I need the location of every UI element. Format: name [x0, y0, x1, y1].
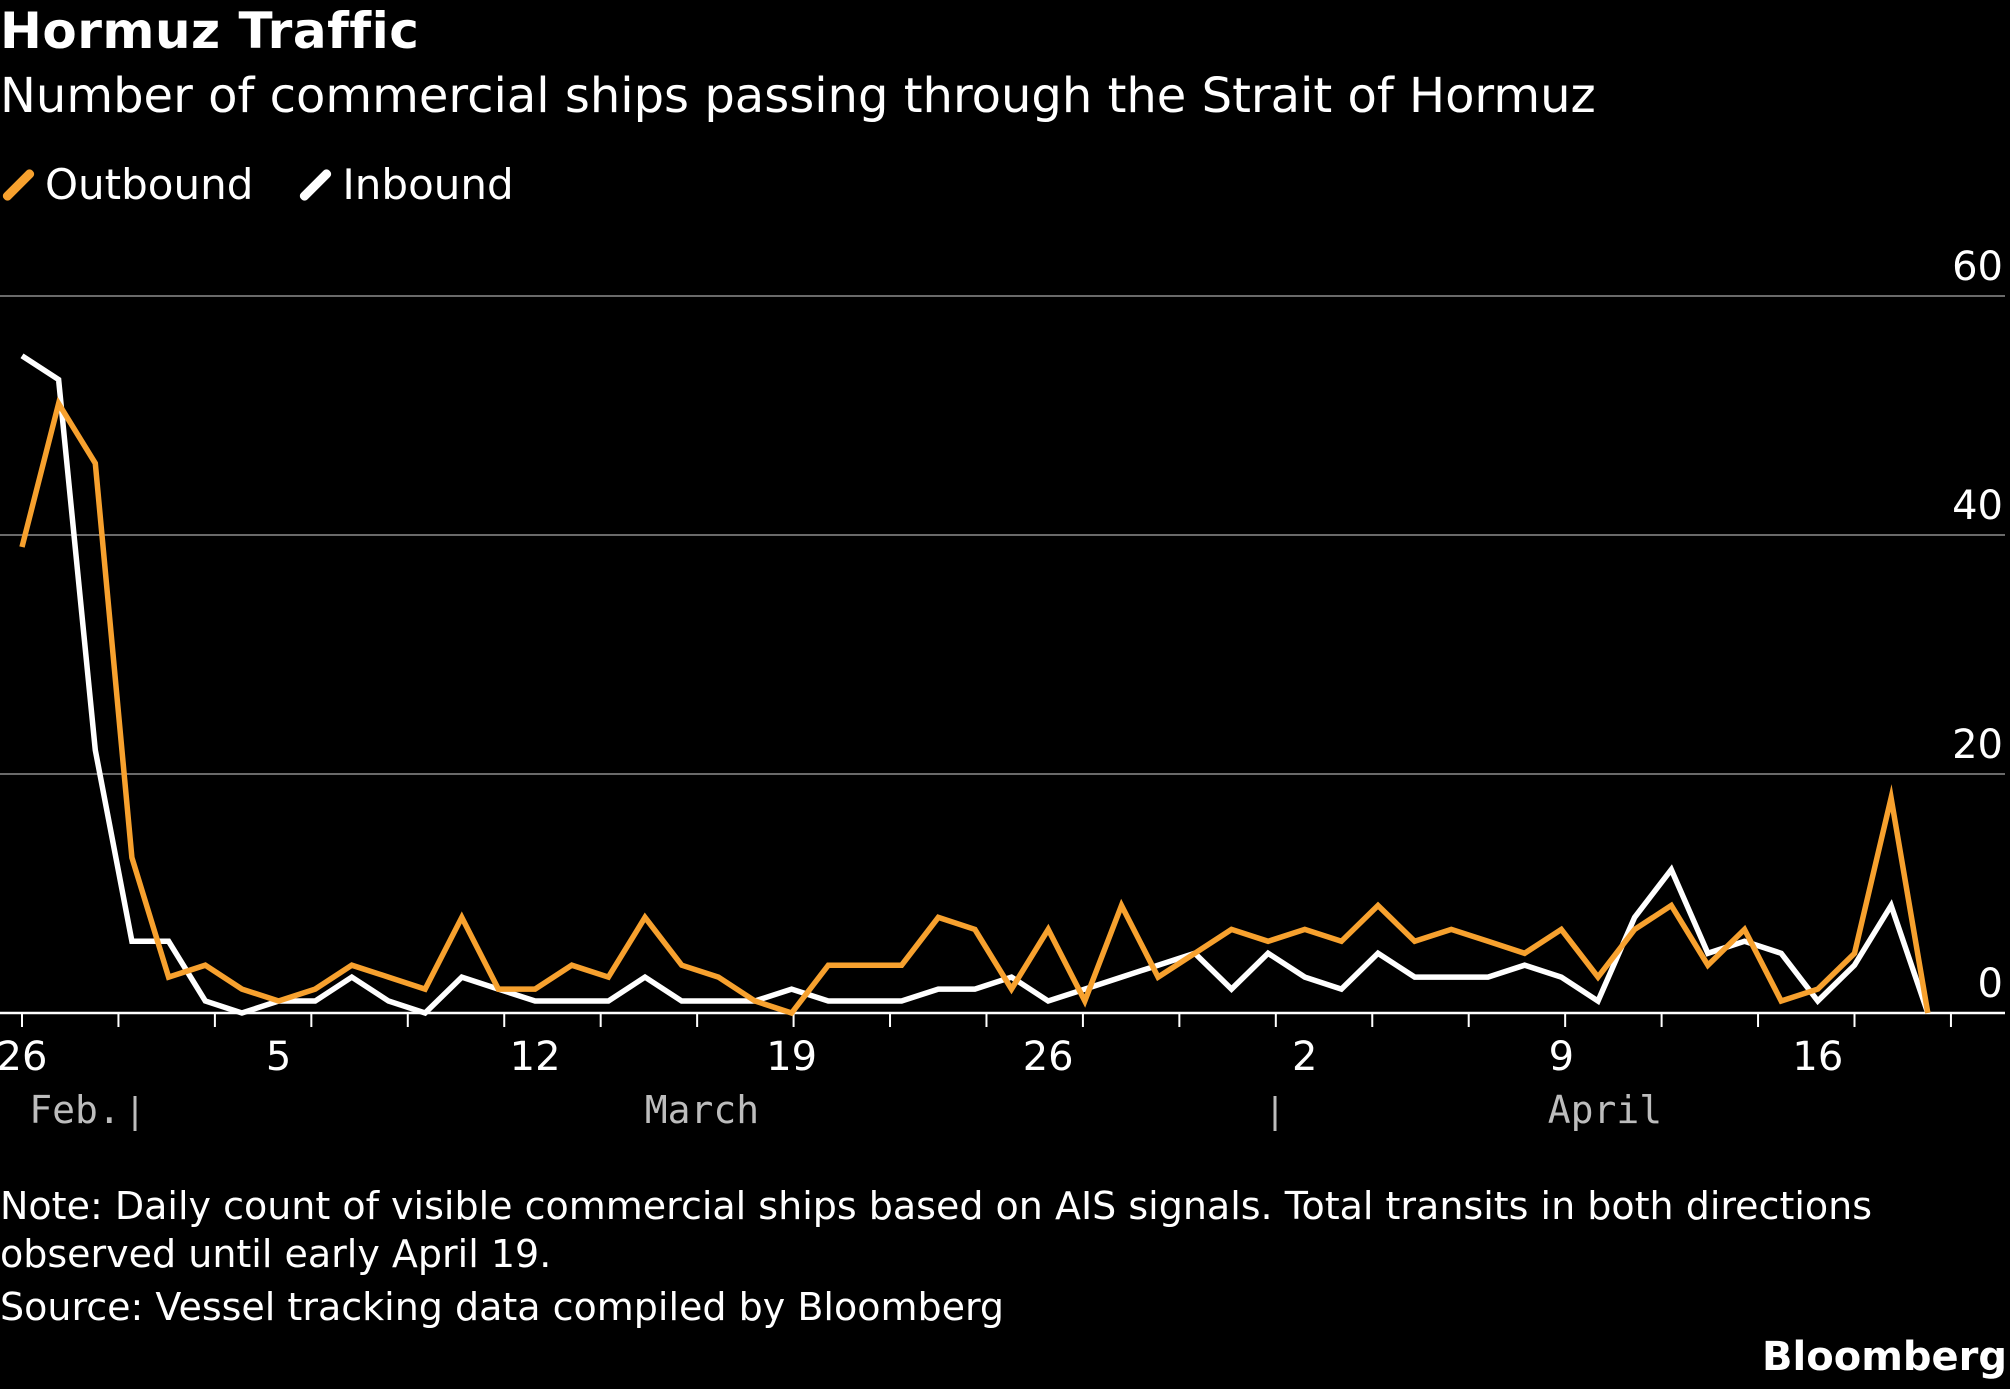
x-tick-label: 9 [1549, 1034, 1574, 1080]
y-tick-label: 20 [1952, 722, 2003, 768]
chart-subtitle: Number of commercial ships passing throu… [0, 68, 1596, 124]
bloomberg-logo: Bloomberg [1762, 1334, 2007, 1380]
y-tick-label: 60 [1952, 244, 2003, 290]
series-line-inbound [20, 353, 1931, 1017]
x-tick-label: 5 [266, 1034, 291, 1080]
series-line-outbound [19, 396, 1931, 1017]
month-label: Feb. [29, 1088, 121, 1132]
chart-note: Note: Daily count of visible commercial … [0, 1184, 1873, 1276]
x-tick-label: 26 [1023, 1034, 1074, 1080]
chart-source: Source: Vessel tracking data compiled by… [0, 1285, 1005, 1329]
month-label: April [1548, 1088, 1662, 1132]
line-chart: 0 20 40 60 26 5 12 19 26 2 9 16 Feb. March April [0, 244, 2005, 1132]
x-tick-label: 26 [0, 1034, 47, 1080]
month-label: March [645, 1088, 759, 1132]
legend-label-outbound: Outbound [45, 160, 254, 209]
x-tick-label: 16 [1792, 1034, 1843, 1080]
legend-item-outbound: Outbound [0, 160, 253, 209]
legend-item-inbound: Inbound [297, 160, 514, 209]
x-tick-label: 2 [1292, 1034, 1317, 1080]
x-tick-label: 19 [766, 1034, 817, 1080]
chart-title: Hormuz Traffic [0, 2, 420, 60]
y-tick-label: 40 [1952, 483, 2003, 529]
y-tick-label: 0 [1978, 961, 2003, 1007]
x-tick-label: 12 [510, 1034, 561, 1080]
legend: Outbound Inbound [0, 160, 558, 209]
legend-label-inbound: Inbound [342, 160, 514, 209]
